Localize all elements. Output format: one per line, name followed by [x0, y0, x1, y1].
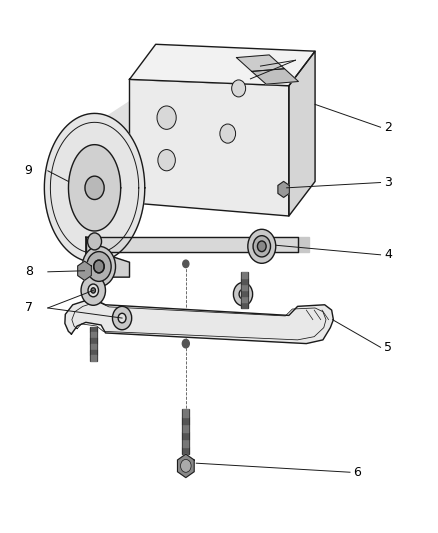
Circle shape	[180, 459, 191, 472]
Polygon shape	[182, 432, 189, 439]
Polygon shape	[90, 356, 97, 361]
Circle shape	[239, 289, 247, 299]
Polygon shape	[241, 302, 248, 308]
Polygon shape	[289, 51, 315, 216]
Polygon shape	[241, 272, 248, 278]
Text: 8: 8	[25, 265, 33, 278]
Text: 5: 5	[384, 341, 392, 354]
Polygon shape	[44, 114, 145, 262]
Text: 6: 6	[353, 466, 361, 479]
Text: 2: 2	[384, 120, 392, 134]
Polygon shape	[241, 290, 248, 296]
Polygon shape	[297, 237, 308, 252]
Circle shape	[248, 229, 276, 263]
Circle shape	[182, 340, 189, 348]
Text: 7: 7	[25, 302, 33, 314]
Polygon shape	[252, 69, 298, 84]
Circle shape	[220, 124, 236, 143]
Circle shape	[85, 176, 104, 199]
Polygon shape	[90, 327, 97, 333]
Polygon shape	[177, 454, 194, 478]
Circle shape	[94, 260, 104, 273]
Circle shape	[91, 288, 95, 293]
Polygon shape	[182, 439, 189, 447]
Polygon shape	[86, 237, 130, 277]
Text: 4: 4	[384, 248, 392, 261]
Polygon shape	[241, 296, 248, 302]
Polygon shape	[90, 350, 97, 356]
Circle shape	[81, 276, 106, 305]
Polygon shape	[182, 424, 189, 432]
Text: 3: 3	[384, 176, 392, 189]
Polygon shape	[78, 261, 92, 280]
Circle shape	[87, 252, 111, 281]
Polygon shape	[182, 409, 189, 416]
Circle shape	[183, 260, 189, 268]
Text: 1: 1	[300, 54, 307, 67]
Circle shape	[232, 80, 246, 97]
Polygon shape	[241, 278, 248, 284]
Circle shape	[113, 306, 132, 330]
Circle shape	[253, 236, 271, 257]
Circle shape	[88, 284, 99, 297]
Circle shape	[82, 246, 116, 287]
Polygon shape	[182, 416, 189, 424]
Polygon shape	[278, 181, 289, 197]
Polygon shape	[182, 447, 189, 454]
Circle shape	[158, 150, 175, 171]
Polygon shape	[130, 79, 289, 216]
Circle shape	[88, 233, 102, 250]
Circle shape	[157, 106, 176, 130]
Polygon shape	[130, 44, 315, 86]
Polygon shape	[68, 144, 121, 231]
Text: 9: 9	[25, 164, 32, 177]
Polygon shape	[86, 237, 297, 252]
Circle shape	[233, 282, 253, 306]
Circle shape	[118, 313, 126, 323]
Polygon shape	[65, 298, 333, 344]
Polygon shape	[90, 344, 97, 350]
Circle shape	[258, 241, 266, 252]
Polygon shape	[241, 284, 248, 290]
Polygon shape	[237, 55, 285, 71]
Polygon shape	[90, 338, 97, 344]
Polygon shape	[90, 333, 97, 338]
Polygon shape	[95, 102, 130, 155]
